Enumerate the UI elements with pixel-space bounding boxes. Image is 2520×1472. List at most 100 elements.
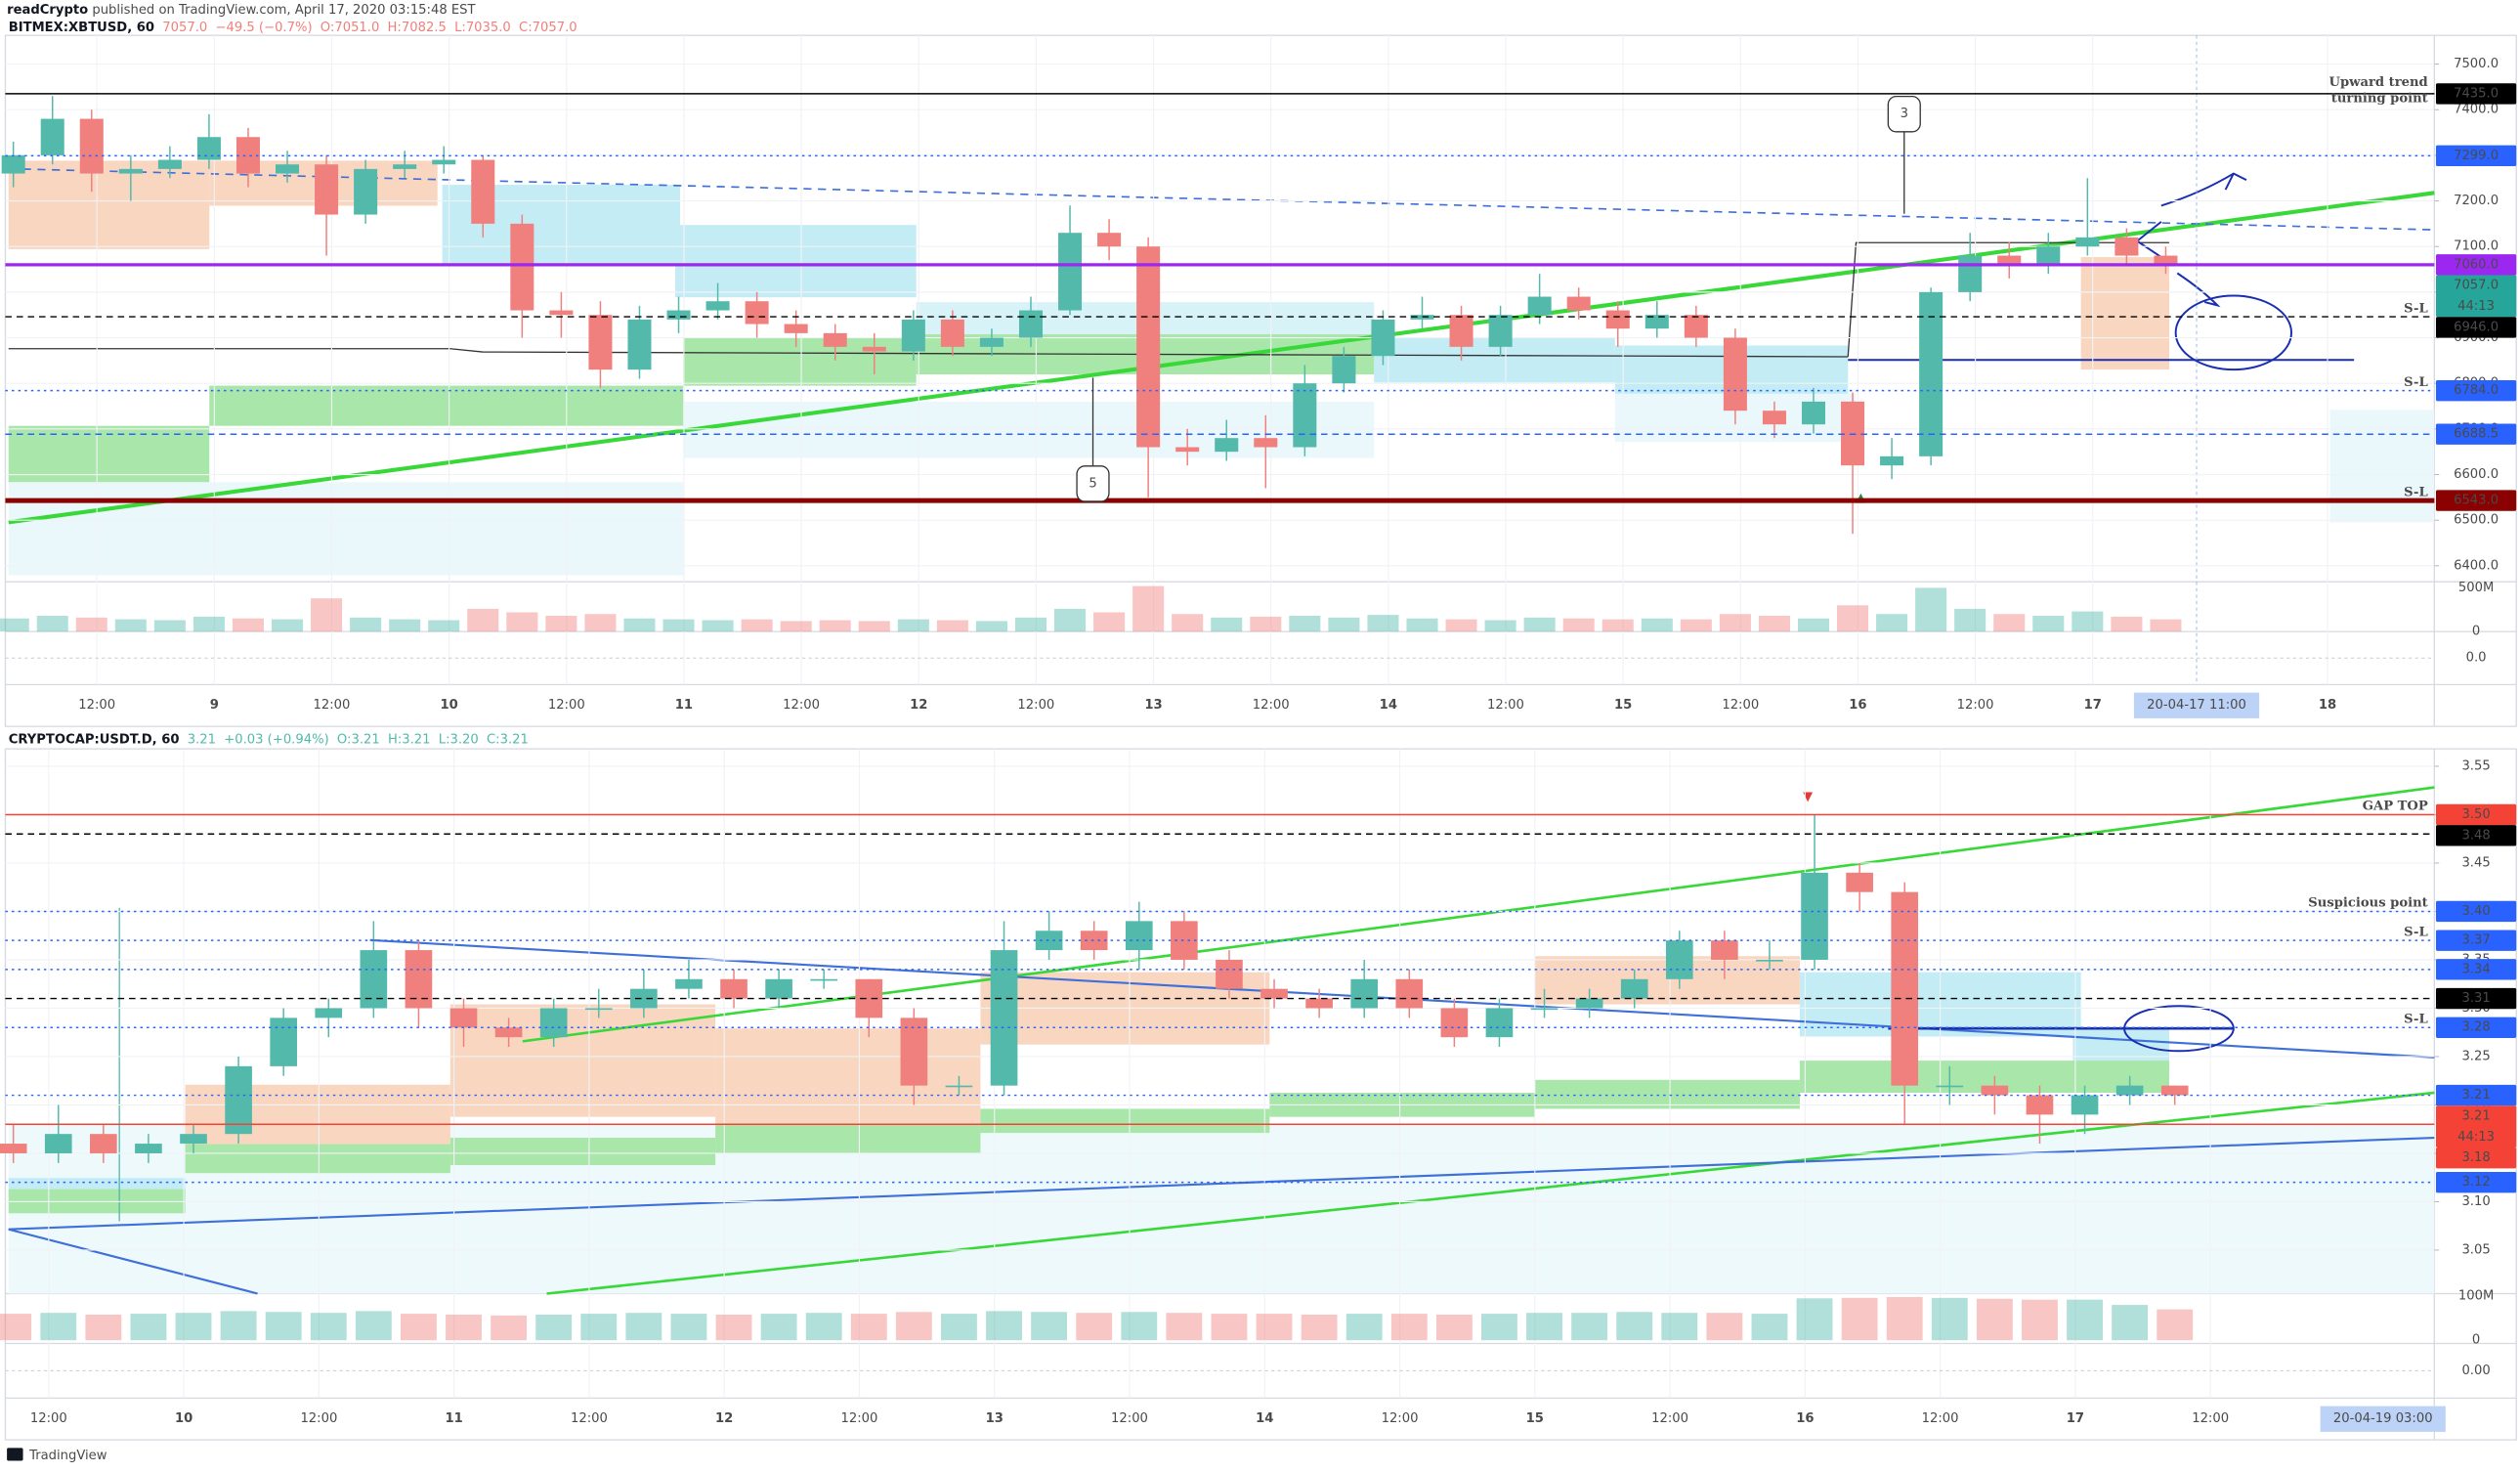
chart-title: CRYPTOCAP:USDT.D, 60 (9, 732, 180, 747)
volume-bar (1345, 1314, 1383, 1341)
candle-body (862, 346, 886, 352)
x-tick-label: 12 (715, 1411, 733, 1426)
price-badge-label: 6946.0 (2454, 320, 2499, 334)
volume-bar (584, 614, 617, 632)
candle-body (1997, 255, 2022, 265)
y-tick-label: 6400.0 (2454, 558, 2499, 573)
price-badge (2435, 1147, 2517, 1169)
candle-body (1254, 438, 1278, 448)
volume-bar (2150, 619, 2182, 632)
volume-bar (760, 1314, 797, 1341)
x-tick-label: 12:00 (1487, 698, 1524, 713)
volume-bar (40, 1313, 77, 1341)
y-tick-label: 6500.0 (2454, 513, 2499, 528)
y-tick-label: 3.55 (2461, 758, 2490, 773)
candle-body (1350, 978, 1379, 1009)
x-tick-label: 12:00 (1111, 1411, 1148, 1426)
candle-body (1260, 988, 1288, 999)
x-tick-label: 12:00 (1253, 698, 1290, 713)
candle-body (2026, 1095, 2054, 1115)
candle-body (1, 154, 25, 174)
y-tick-label: 3.25 (2461, 1049, 2490, 1063)
volume-bar (1915, 587, 1947, 632)
candle-body (1080, 931, 1108, 951)
price-note: Suspicious point (2308, 896, 2427, 911)
candle-body (510, 223, 534, 311)
footer-logo (7, 1448, 23, 1461)
volume-tick-label: 0 (2472, 1333, 2480, 1348)
x-tick-label: 18 (2319, 698, 2336, 713)
price-badge-label: 7057.0 (2454, 279, 2499, 293)
chart-header: CRYPTOCAP:USDT.D, 60 3.21 +0.03 (+0.94%) O:… (9, 732, 529, 747)
price-badge-label: 3.40 (2461, 904, 2490, 919)
x-tick-label: 11 (675, 698, 693, 713)
candle-body (1723, 337, 1747, 411)
price-badge-label: 6543.0 (2454, 494, 2499, 508)
candle-body (1035, 931, 1063, 951)
volume-bar (1367, 615, 1399, 632)
volume-bar (1093, 612, 1126, 632)
volume-bar (428, 620, 460, 632)
x-tick-label: 12:00 (30, 1411, 67, 1426)
volume-bar (2072, 611, 2104, 632)
candle-body (1216, 959, 1243, 989)
volume-bar (130, 1314, 167, 1341)
quote-field: O:7051.0 (320, 20, 380, 34)
volume-bar (1435, 1315, 1473, 1341)
candle-body (1936, 1085, 1964, 1088)
volume-bar (310, 1313, 347, 1341)
x-tick-label: 12:00 (78, 698, 115, 713)
volume-bar (36, 616, 68, 632)
volume-bar (220, 1311, 257, 1341)
price-note: S-L (2404, 301, 2428, 316)
y-tick-label: 7400.0 (2454, 103, 2499, 117)
volume-bar (1523, 617, 1556, 632)
candle-body (705, 301, 730, 311)
x-tick-label: 12:00 (1722, 698, 1759, 713)
candle-body (1488, 315, 1513, 347)
price-note: S-L (2404, 1013, 2428, 1027)
candle-body (1136, 246, 1161, 448)
candle-body (1644, 315, 1669, 329)
x-tick-label: 15 (1526, 1411, 1544, 1426)
volume-bar (1571, 1313, 1608, 1341)
volume-bar (153, 620, 186, 632)
countdown-label: 44:13 (2457, 1130, 2495, 1145)
volume-bar (805, 1313, 842, 1341)
x-tick-label: 9 (210, 698, 219, 713)
candle-body (354, 168, 378, 215)
candle-body (1293, 383, 1317, 448)
candle-body (1575, 998, 1603, 1009)
candle-body (393, 164, 417, 169)
volume-bar (1031, 1312, 1068, 1341)
volume-bar (662, 619, 695, 632)
candle-body (549, 310, 574, 316)
volume-tick-label: 0 (2472, 625, 2480, 639)
x-tick-label: 14 (1380, 698, 1397, 713)
x-tick-label: 12:00 (314, 698, 351, 713)
x-tick-label: 16 (1849, 698, 1866, 713)
oscillator-tick-label: 0.00 (2461, 1364, 2490, 1378)
candle-body (2114, 237, 2139, 256)
candle-body (584, 1008, 613, 1011)
volume-bar (2112, 1305, 2149, 1341)
candle-body (2115, 1085, 2144, 1096)
candle-body (276, 164, 300, 174)
volume-bar (1054, 608, 1087, 632)
price-badge-label: 3.21 (2461, 1108, 2490, 1123)
candle-body (1566, 296, 1591, 311)
volume-bar (1211, 617, 1243, 632)
candle-body (940, 319, 964, 347)
candle-body (1449, 315, 1474, 347)
candle-body (1684, 315, 1708, 338)
price-badge (2435, 1171, 2517, 1193)
candle-body (1801, 401, 1826, 425)
candle-body (666, 310, 691, 320)
x-tick-label: 17 (2084, 698, 2102, 713)
candle-body (79, 118, 104, 174)
volume-bar (1256, 1314, 1293, 1341)
y-tick-label: 7200.0 (2454, 194, 2499, 208)
chart-header: BITMEX:XBTUSD, 60 7057.0 −49.5 (−0.7%) O:70… (9, 20, 577, 34)
volume-bar (858, 621, 890, 632)
